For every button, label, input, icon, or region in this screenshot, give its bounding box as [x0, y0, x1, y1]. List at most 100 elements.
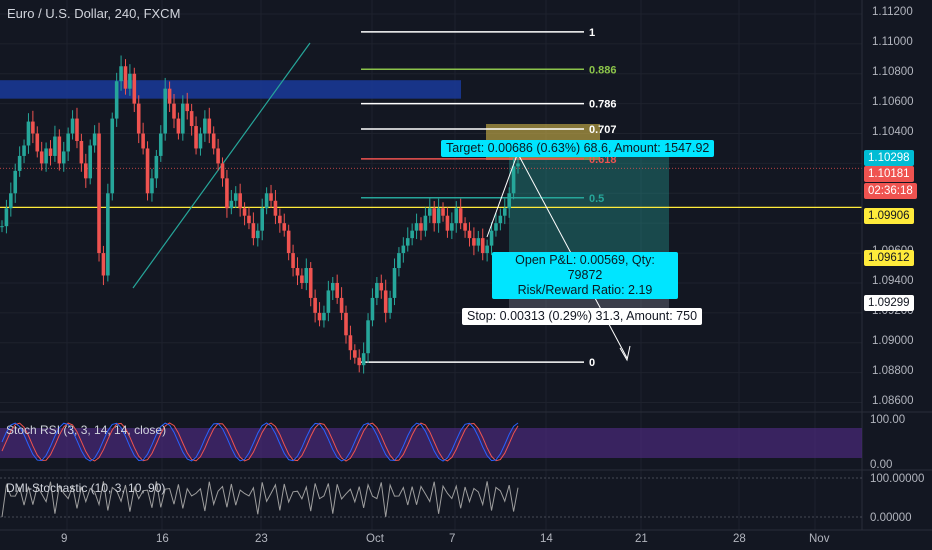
dmi-stochastic-line: [1, 481, 519, 518]
x-tick-label: 21: [635, 533, 648, 545]
stoch-rsi-d-line: [1, 422, 519, 462]
candle-body: [233, 193, 238, 201]
candle-body: [405, 238, 410, 246]
candle-body: [167, 88, 172, 104]
candle-body: [39, 151, 44, 164]
candle-body: [110, 118, 115, 194]
y-tick-label: 1.09000: [872, 334, 914, 347]
candle-body: [229, 200, 234, 209]
candle-body: [150, 178, 154, 194]
candle-body: [88, 145, 93, 179]
candle-body: [480, 238, 485, 254]
fib-level-label: 1: [589, 27, 595, 39]
candle-body: [238, 193, 242, 209]
candle-body: [414, 223, 419, 231]
x-tick-label: 14: [540, 533, 553, 545]
x-tick-label: 9: [61, 533, 68, 545]
candle-body: [322, 312, 326, 321]
candle-body: [441, 208, 445, 216]
candle-body: [273, 200, 278, 216]
candle-body: [136, 103, 141, 134]
candle-body: [211, 133, 216, 149]
candle-body: [172, 103, 176, 119]
x-tick-label: 16: [156, 533, 169, 545]
stop-label[interactable]: Stop: 0.00313 (0.29%) 31.3, Amount: 750: [462, 308, 703, 325]
candle-body: [502, 208, 507, 216]
fib-level-label: 0.707: [589, 124, 617, 136]
x-tick-label: Oct: [366, 533, 384, 545]
open-pnl-label[interactable]: Open P&L: 0.00569, Qty: 79872 Risk/Rewar…: [492, 252, 678, 299]
candle-body: [375, 282, 379, 298]
candle-body: [450, 223, 454, 231]
y-tick-label: 1.10600: [872, 95, 914, 108]
y-tick-label: 1.10800: [872, 65, 914, 78]
price-tag: 1.10298: [864, 150, 914, 166]
candle-body: [278, 215, 282, 224]
candle-body: [392, 268, 397, 298]
candle-body: [70, 118, 75, 134]
candle-body: [75, 118, 79, 141]
candle-body: [489, 230, 494, 246]
candle-body: [154, 155, 159, 179]
fib-level-label: 0.5: [589, 193, 604, 205]
candle-body: [454, 208, 459, 224]
candle-body: [379, 282, 384, 291]
candle-body: [44, 148, 48, 164]
candle-body: [436, 208, 441, 224]
indicator-tick-label: 0.00: [870, 459, 893, 471]
indicator-tick-label: 100.00000: [870, 473, 925, 485]
candle-body: [225, 178, 229, 209]
candle-body: [176, 118, 181, 134]
candle-body: [207, 118, 212, 134]
candle-body: [300, 275, 304, 283]
candle-body: [9, 193, 13, 209]
candle-body: [366, 320, 370, 354]
candle-body: [61, 151, 66, 164]
candle-body: [339, 297, 344, 313]
candle-body: [181, 103, 185, 134]
target-label[interactable]: Target: 0.00686 (0.63%) 68.6, Amount: 15…: [441, 140, 715, 157]
candle-body: [432, 208, 437, 224]
x-tick-label: 23: [255, 533, 268, 545]
candle-body: [445, 215, 450, 231]
price-tag: 1.09299: [864, 295, 914, 311]
price-tag: 1.09612: [864, 250, 914, 266]
candle-body: [158, 133, 163, 156]
candle-body: [53, 136, 57, 156]
candle-body: [22, 145, 26, 156]
x-tick-label: Nov: [809, 533, 830, 545]
projection-arrowhead: [619, 345, 631, 362]
candle-body: [472, 238, 476, 246]
y-tick-label: 1.11200: [872, 5, 913, 18]
candle-body: [17, 155, 22, 171]
candle-body: [216, 148, 220, 164]
candle-body: [383, 290, 388, 313]
candle-body: [423, 215, 428, 231]
candle-body: [242, 208, 247, 216]
candle-body: [326, 290, 331, 313]
candle-body: [370, 297, 375, 321]
candle-body: [388, 297, 392, 313]
candle-body: [251, 223, 256, 239]
candle-body: [463, 223, 467, 231]
price-tag: 02:36:18: [864, 183, 917, 199]
stoch-rsi-label: Stoch RSI (3, 3, 14, 14, close): [6, 423, 167, 437]
candle-body: [344, 312, 348, 336]
candle-body: [4, 208, 9, 227]
y-tick-label: 1.11000: [872, 35, 913, 48]
x-tick-label: 28: [733, 533, 746, 545]
candle-body: [348, 335, 353, 351]
candle-body: [141, 133, 145, 149]
candle-body: [427, 208, 432, 216]
candle-body: [255, 230, 260, 239]
candle-body: [485, 245, 489, 254]
y-tick-label: 1.09400: [872, 274, 914, 287]
x-tick-label: 7: [449, 533, 456, 545]
candle-body: [419, 223, 423, 231]
y-tick-label: 1.10400: [872, 125, 914, 138]
candle-body: [295, 268, 300, 276]
candle-body: [317, 312, 322, 321]
candle-body: [163, 88, 167, 134]
candle-body: [0, 226, 4, 228]
